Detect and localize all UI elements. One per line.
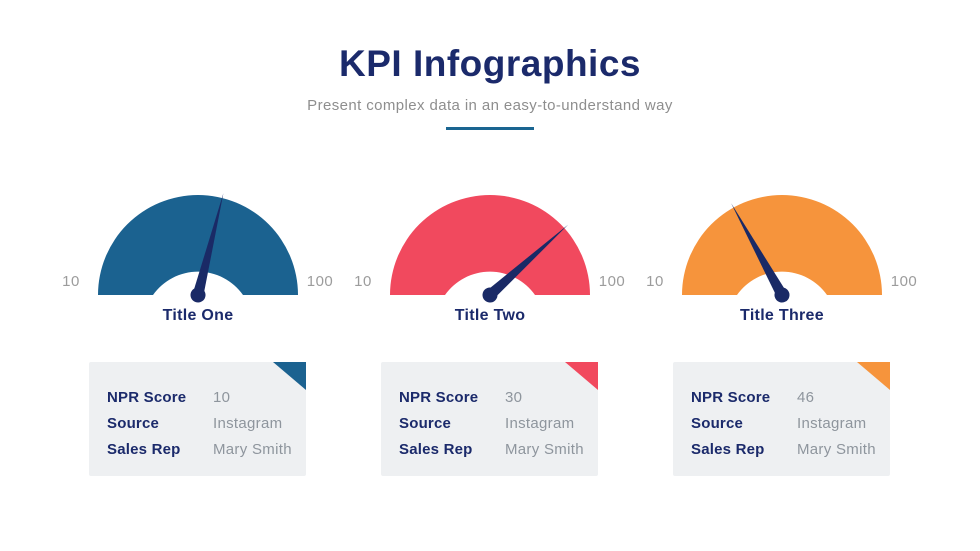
gauge-min-label: 10 (62, 273, 80, 290)
row-label: Source (399, 415, 452, 432)
row-value: Instagram (213, 415, 283, 432)
gauge-column-three: 10 100 Title Three NPR Score 46 Source I… (636, 185, 928, 485)
gauge-max-label: 100 (598, 273, 626, 290)
card-rows: NPR Score 10 Source Instagram Sales Rep … (89, 362, 306, 463)
card-rows: NPR Score 30 Source Instagram Sales Rep … (381, 362, 598, 463)
gauge-needle (482, 224, 569, 303)
row-value: Mary Smith (797, 441, 876, 458)
table-row: Sales Rep Mary Smith (107, 437, 306, 463)
row-value: Instagram (505, 415, 575, 432)
row-value: 30 (505, 389, 523, 406)
gauge-title: Title One (162, 307, 234, 324)
gauge-min-label: 10 (646, 273, 664, 290)
gauge-chart (390, 195, 590, 303)
row-value: Mary Smith (213, 441, 292, 458)
gauge-chart (682, 195, 882, 303)
row-label: Source (107, 415, 160, 432)
gauge-title: Title Two (454, 307, 526, 324)
gauge-ring (682, 195, 882, 295)
row-label: Source (691, 415, 744, 432)
gauge-ring (98, 195, 298, 295)
gauges-row: 10 100 Title One NPR Score 10 Source Ins… (52, 185, 928, 485)
gauge-column-one: 10 100 Title One NPR Score 10 Source Ins… (52, 185, 344, 485)
kpi-card: NPR Score 30 Source Instagram Sales Rep … (381, 362, 598, 476)
row-value: Instagram (797, 415, 867, 432)
gauge-min-label: 10 (354, 273, 372, 290)
gauge-max-label: 100 (306, 273, 334, 290)
card-rows: NPR Score 46 Source Instagram Sales Rep … (673, 362, 890, 463)
gauge-chart (98, 193, 298, 303)
row-value: Mary Smith (505, 441, 584, 458)
kpi-card: NPR Score 10 Source Instagram Sales Rep … (89, 362, 306, 476)
page-subtitle: Present complex data in an easy-to-under… (307, 97, 673, 114)
row-value: 46 (797, 389, 815, 406)
table-row: NPR Score 10 (107, 385, 306, 411)
gauge-needle (731, 203, 790, 303)
page-title: KPI Infographics (339, 43, 641, 84)
row-label: NPR Score (107, 389, 187, 406)
table-row: Source Instagram (399, 411, 598, 437)
table-row: Source Instagram (691, 411, 890, 437)
table-row: NPR Score 30 (399, 385, 598, 411)
gauge-column-two: 10 100 Title Two NPR Score 30 Source Ins… (344, 185, 636, 485)
table-row: NPR Score 46 (691, 385, 890, 411)
table-row: Sales Rep Mary Smith (691, 437, 890, 463)
kpi-card: NPR Score 46 Source Instagram Sales Rep … (673, 362, 890, 476)
table-row: Sales Rep Mary Smith (399, 437, 598, 463)
row-label: NPR Score (691, 389, 771, 406)
gauge-title: Title Three (740, 307, 824, 324)
table-row: Source Instagram (107, 411, 306, 437)
gauge-ring (390, 195, 590, 295)
gauge-needle (190, 193, 224, 303)
row-label: Sales Rep (107, 441, 181, 458)
row-label: Sales Rep (691, 441, 765, 458)
gauge-max-label: 100 (890, 273, 918, 290)
slide-header: KPI Infographics Present complex data in… (0, 42, 980, 130)
row-value: 10 (213, 389, 231, 406)
row-label: Sales Rep (399, 441, 473, 458)
subtitle-underline (446, 127, 534, 130)
row-label: NPR Score (399, 389, 479, 406)
